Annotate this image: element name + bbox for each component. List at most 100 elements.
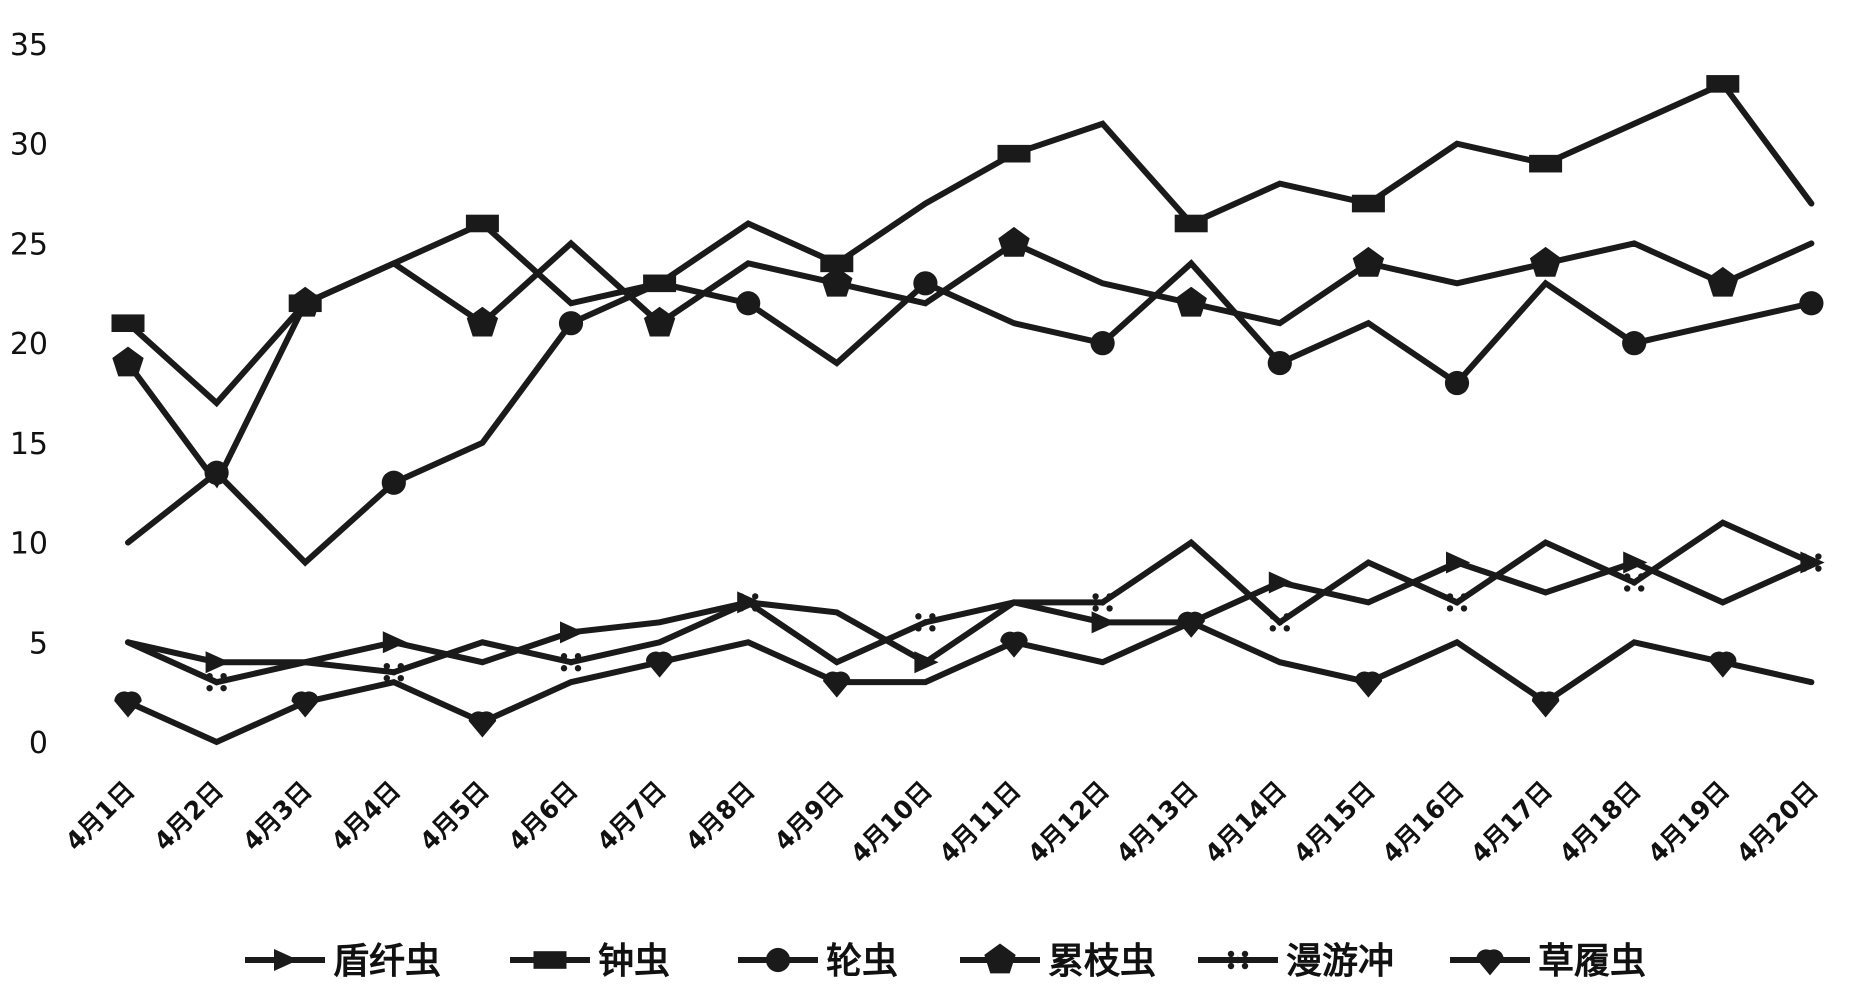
plot-area [111, 75, 1825, 746]
y-tick-label: 30 [10, 128, 48, 163]
y-tick-label: 10 [10, 527, 48, 562]
data-point-marker [1624, 573, 1645, 592]
x-axis: 4月1日 4月2日 4月3日 4月4日 4月5日 4月6日 4月7日 4月8日 4月9日4月10… [60, 776, 1824, 869]
data-point-marker [643, 306, 676, 337]
data-point-marker [114, 691, 142, 718]
data-point-marker [1446, 593, 1468, 612]
data-point-marker [291, 691, 319, 718]
x-tick-label: 4月7日 [591, 776, 671, 856]
data-point-marker [466, 306, 499, 337]
data-point-marker [289, 286, 321, 317]
legend-item: 轮虫 [738, 941, 898, 982]
data-point-marker [1531, 691, 1560, 718]
data-point-marker [1623, 551, 1648, 574]
data-point-marker [1351, 194, 1385, 213]
data-point-marker [560, 653, 582, 672]
x-tick-label: 4月11日 [933, 776, 1026, 869]
x-tick-label: 4月15日 [1288, 776, 1381, 869]
x-tick-label: 4月2日 [148, 776, 228, 856]
x-tick-label: 4月20日 [1731, 776, 1824, 869]
y-axis: 0 5 10 15 20 25 30 35 [10, 28, 48, 761]
data-point-marker [738, 593, 759, 612]
legend-label: 钟虫 [598, 941, 670, 982]
data-point-marker [560, 621, 585, 644]
data-point-marker [1352, 246, 1385, 277]
legend-label: 草履虫 [1538, 941, 1646, 982]
data-point-marker [1799, 291, 1824, 316]
y-tick-label: 5 [29, 626, 48, 661]
x-tick-label: 4月5日 [414, 776, 494, 856]
data-point-marker [468, 711, 497, 738]
data-point-marker [1091, 611, 1116, 634]
x-tick-label: 4月12日 [1022, 776, 1115, 869]
series-line [125, 259, 1815, 567]
x-tick-label: 4月14日 [1199, 776, 1292, 869]
legend-item: 盾纤虫 [245, 941, 441, 982]
legend-label: 轮虫 [826, 941, 898, 982]
series-3 [125, 259, 1824, 567]
y-tick-label: 25 [10, 227, 48, 262]
legend-label: 累枝虫 [1048, 941, 1156, 982]
data-point-marker [1267, 350, 1292, 376]
data-point-marker [381, 470, 406, 495]
y-tick-label: 35 [10, 28, 48, 63]
x-tick-label: 4月16日 [1376, 776, 1469, 869]
series-6 [114, 611, 1815, 746]
series-2 [111, 75, 1815, 408]
data-point-marker [1354, 671, 1383, 698]
data-point-marker [1177, 611, 1205, 638]
data-point-marker [1622, 331, 1647, 356]
data-point-marker [205, 651, 230, 674]
y-tick-label: 0 [29, 726, 48, 761]
legend-item: 漫游冲 [1198, 941, 1394, 982]
data-point-marker [823, 671, 851, 698]
data-point-marker [998, 226, 1030, 257]
legend-marker [1227, 950, 1249, 970]
data-point-marker [820, 254, 854, 273]
data-point-marker [382, 631, 407, 654]
legend-label: 盾纤虫 [333, 941, 441, 982]
data-point-marker [1444, 370, 1470, 396]
data-point-marker [112, 346, 144, 377]
data-point-marker [1269, 613, 1291, 632]
data-point-marker [1707, 266, 1739, 297]
data-point-marker [997, 144, 1031, 163]
legend-item: 累枝虫 [960, 941, 1156, 982]
y-tick-label: 20 [10, 327, 48, 362]
x-tick-label: 4月13日 [1111, 776, 1204, 869]
legend-label: 漫游冲 [1286, 941, 1394, 982]
data-point-marker [111, 314, 145, 332]
data-point-marker [914, 651, 939, 674]
series-line [125, 80, 1815, 408]
x-tick-label: 4月4日 [326, 776, 406, 856]
data-point-marker [645, 651, 674, 678]
data-point-marker [465, 214, 499, 233]
y-tick-label: 15 [10, 427, 48, 462]
x-tick-label: 4月19日 [1642, 776, 1735, 869]
legend-marker [984, 943, 1016, 974]
legend-item: 草履虫 [1450, 941, 1646, 982]
data-point-marker [915, 613, 936, 632]
data-point-marker [1801, 553, 1822, 572]
series-line [125, 519, 1815, 686]
data-point-marker [913, 271, 938, 296]
data-point-marker [1000, 631, 1028, 658]
series-line [125, 239, 1815, 489]
data-point-marker [1175, 286, 1207, 317]
data-point-marker [1529, 246, 1562, 277]
legend-marker [533, 951, 567, 969]
data-point-marker [558, 311, 584, 336]
data-point-marker [736, 291, 761, 316]
data-point-marker [1174, 214, 1208, 233]
x-tick-label: 4月9日 [769, 776, 849, 856]
data-point-marker [821, 266, 853, 297]
x-tick-label: 4月10日 [845, 776, 938, 869]
data-point-marker [1268, 571, 1293, 594]
legend: 盾纤虫 钟虫 轮虫 累枝虫 漫游冲 草履虫 [245, 941, 1646, 982]
x-tick-label: 4月18日 [1554, 776, 1647, 869]
x-tick-label: 4月1日 [60, 776, 140, 856]
data-point-marker [1092, 593, 1113, 612]
legend-marker [1476, 949, 1504, 976]
data-point-marker [383, 663, 404, 682]
